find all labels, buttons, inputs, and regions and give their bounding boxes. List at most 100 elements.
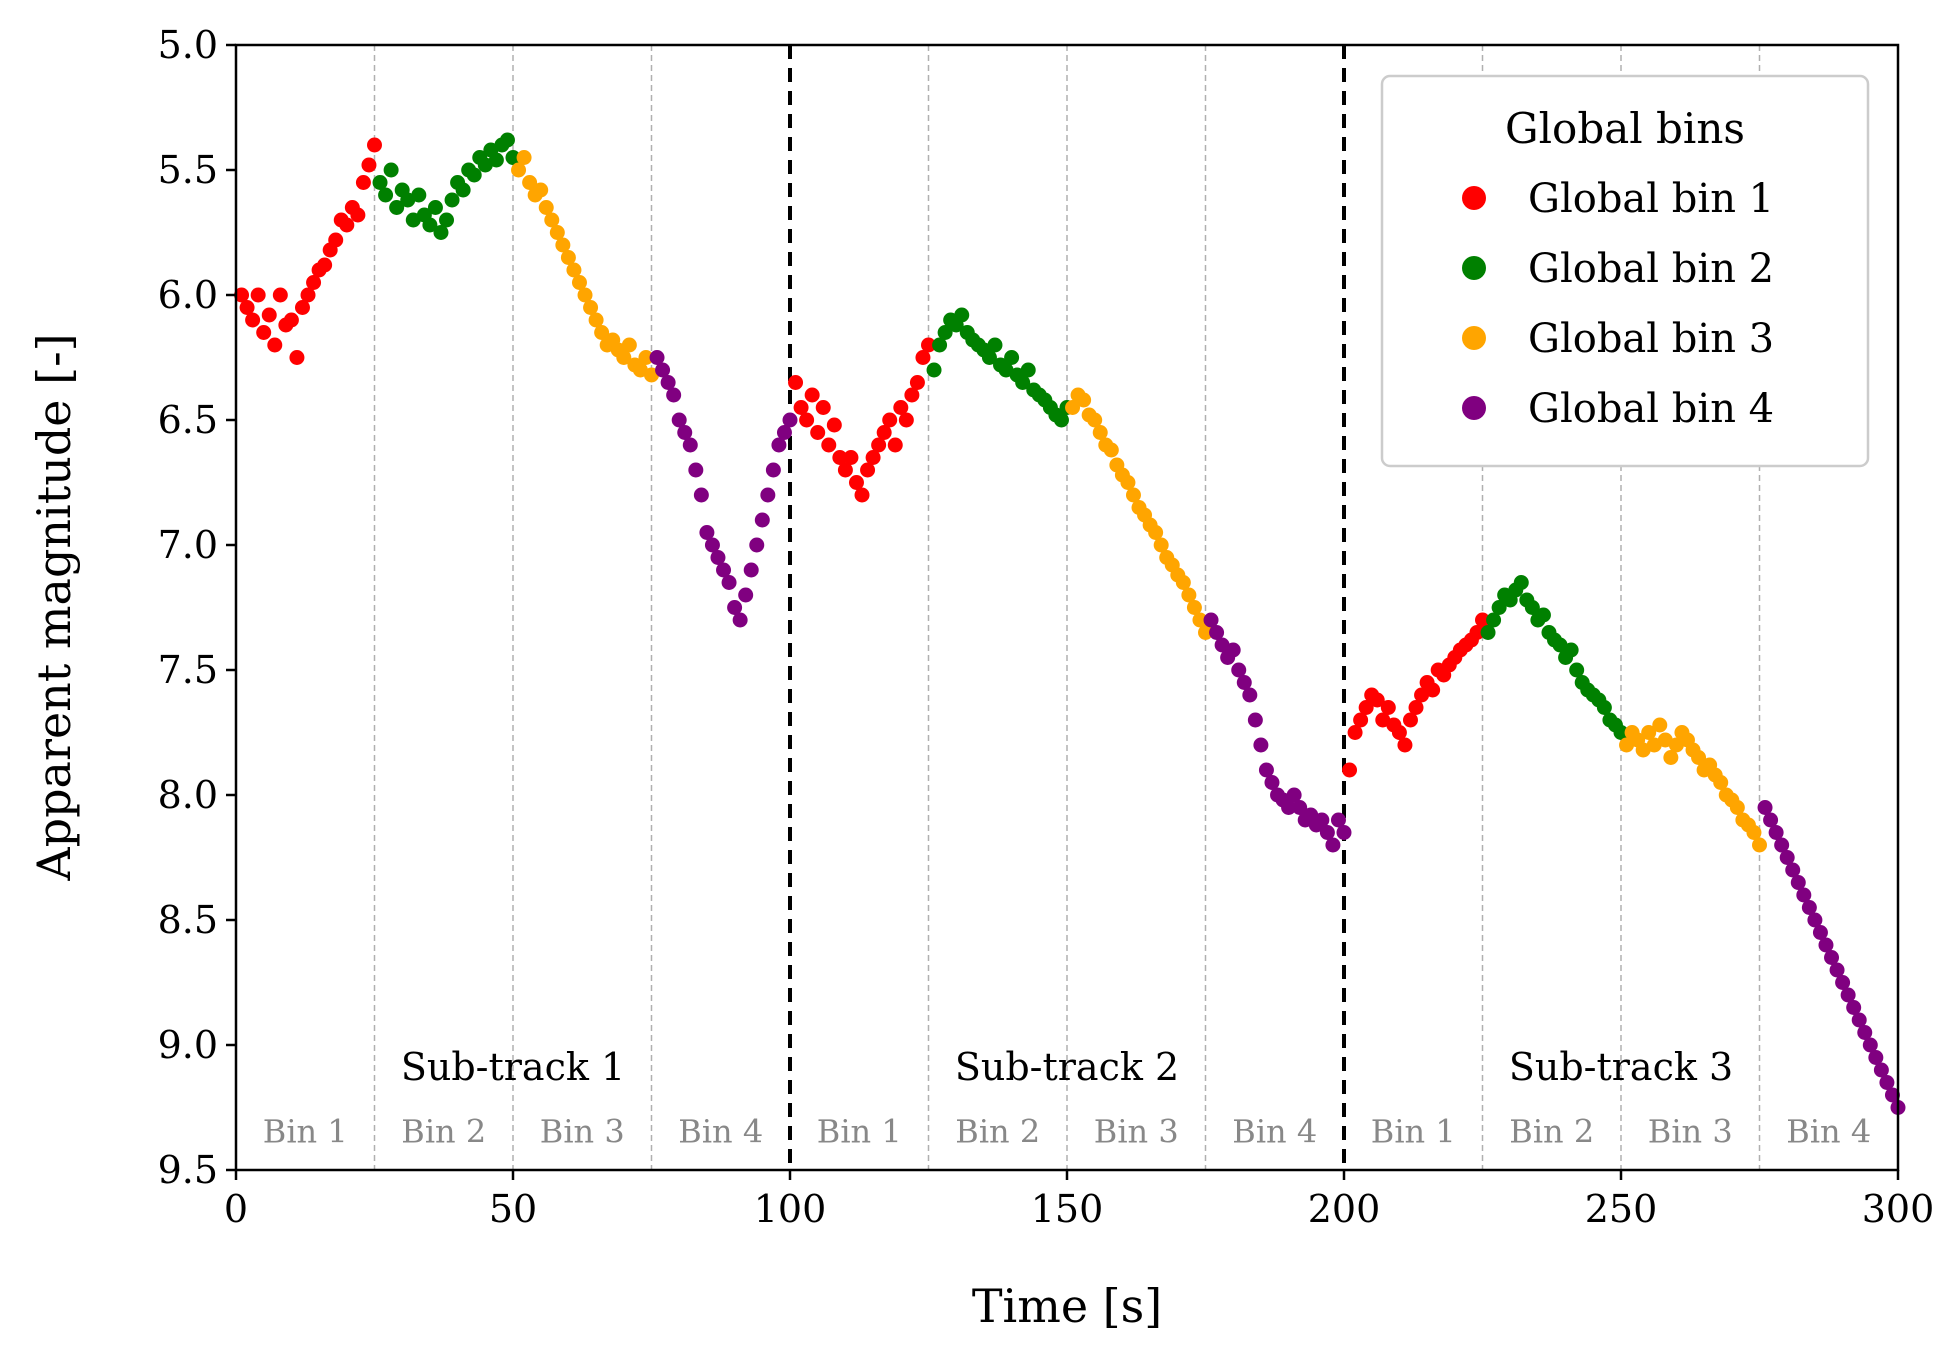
legend-marker bbox=[1462, 186, 1486, 210]
data-point bbox=[704, 537, 720, 553]
data-point bbox=[1198, 625, 1213, 640]
series-global-bin-2 bbox=[372, 132, 1629, 740]
data-point bbox=[350, 207, 366, 223]
data-point bbox=[782, 412, 798, 428]
y-tick-label: 7.0 bbox=[158, 523, 218, 567]
data-point bbox=[566, 262, 582, 278]
y-tick-label: 8.5 bbox=[158, 898, 218, 942]
legend-marker bbox=[1462, 326, 1486, 350]
data-point bbox=[1790, 875, 1806, 890]
data-point bbox=[583, 300, 599, 315]
data-point bbox=[411, 187, 427, 203]
data-point bbox=[1785, 862, 1801, 878]
bin-label: Bin 1 bbox=[263, 1113, 348, 1151]
data-point bbox=[1336, 825, 1352, 840]
data-point bbox=[455, 182, 471, 198]
data-point bbox=[1835, 975, 1851, 990]
x-tick-label: 0 bbox=[224, 1187, 248, 1231]
bin-label: Bin 2 bbox=[1509, 1113, 1594, 1151]
data-point bbox=[1319, 825, 1335, 840]
y-tick-label: 8.0 bbox=[158, 773, 218, 817]
data-point bbox=[245, 312, 261, 328]
data-point bbox=[871, 437, 887, 453]
data-point bbox=[1868, 1050, 1884, 1065]
data-point bbox=[1125, 487, 1141, 503]
data-point bbox=[549, 225, 565, 240]
bin-label: Bin 1 bbox=[817, 1113, 902, 1151]
data-point bbox=[893, 400, 909, 415]
bin-label: Bin 2 bbox=[401, 1113, 486, 1151]
data-point bbox=[1857, 1025, 1873, 1040]
data-point bbox=[1818, 937, 1834, 953]
data-point bbox=[367, 137, 382, 153]
data-point bbox=[488, 152, 504, 168]
data-point bbox=[1425, 682, 1441, 698]
data-point bbox=[821, 437, 837, 453]
data-point bbox=[721, 575, 737, 590]
data-point bbox=[1358, 700, 1374, 715]
data-point bbox=[1524, 600, 1540, 615]
x-tick-label: 250 bbox=[1585, 1187, 1658, 1231]
data-point bbox=[289, 350, 305, 365]
data-point bbox=[317, 257, 333, 273]
y-axis: 5.0 5.5 6.0 6.5 7.0 7.5 8.0 8.5 9.0 9.5 bbox=[158, 23, 236, 1192]
data-point bbox=[810, 425, 826, 440]
data-point bbox=[588, 312, 604, 328]
y-tick-label: 7.5 bbox=[158, 648, 218, 692]
data-point bbox=[1812, 925, 1828, 940]
legend-marker bbox=[1462, 256, 1486, 280]
data-point bbox=[427, 200, 443, 215]
data-point bbox=[361, 157, 377, 173]
bin-label: Bin 4 bbox=[1786, 1113, 1871, 1151]
data-point bbox=[1330, 812, 1346, 828]
data-point bbox=[1486, 612, 1502, 628]
subtrack-label: Sub-track 2 bbox=[955, 1045, 1179, 1089]
bin-label: Bin 3 bbox=[1094, 1113, 1179, 1151]
data-point bbox=[909, 375, 925, 390]
series-global-bin-4 bbox=[649, 350, 1906, 1115]
y-tick-label: 9.5 bbox=[158, 1148, 218, 1192]
data-point bbox=[1513, 575, 1529, 590]
data-point bbox=[1840, 987, 1856, 1003]
data-point bbox=[677, 425, 693, 440]
data-point bbox=[887, 437, 903, 453]
data-point bbox=[1253, 737, 1269, 753]
data-point bbox=[655, 362, 671, 378]
subtrack-label: Sub-track 1 bbox=[401, 1045, 625, 1089]
data-point bbox=[799, 412, 815, 428]
series-global-bin-1 bbox=[234, 137, 1490, 778]
x-tick-label: 300 bbox=[1862, 1187, 1935, 1231]
data-point bbox=[638, 350, 654, 365]
data-point bbox=[843, 450, 859, 465]
data-point bbox=[499, 132, 515, 148]
data-point bbox=[511, 162, 527, 178]
data-point bbox=[1824, 950, 1840, 965]
series-global-bin-3 bbox=[511, 150, 1767, 853]
data-point bbox=[1469, 625, 1485, 640]
data-point bbox=[865, 450, 881, 465]
data-point bbox=[1120, 475, 1136, 490]
y-tick-label: 5.5 bbox=[158, 148, 218, 192]
data-point bbox=[621, 337, 637, 353]
data-point bbox=[826, 417, 842, 433]
data-point bbox=[1247, 712, 1263, 728]
data-point bbox=[1175, 575, 1191, 590]
data-point bbox=[1015, 375, 1031, 390]
data-point bbox=[1380, 700, 1396, 715]
data-point bbox=[727, 600, 743, 615]
data-point bbox=[915, 350, 931, 365]
data-point bbox=[1020, 362, 1036, 378]
data-point bbox=[372, 175, 388, 190]
data-point bbox=[1691, 750, 1707, 765]
data-point bbox=[1807, 912, 1823, 928]
data-point bbox=[649, 350, 665, 365]
data-point bbox=[765, 462, 781, 478]
data-point bbox=[1768, 825, 1784, 840]
data-point bbox=[522, 175, 538, 190]
data-point bbox=[1408, 700, 1424, 715]
data-point bbox=[1087, 412, 1103, 428]
data-point bbox=[937, 325, 953, 340]
data-point bbox=[1535, 607, 1551, 623]
data-point bbox=[1397, 737, 1413, 753]
